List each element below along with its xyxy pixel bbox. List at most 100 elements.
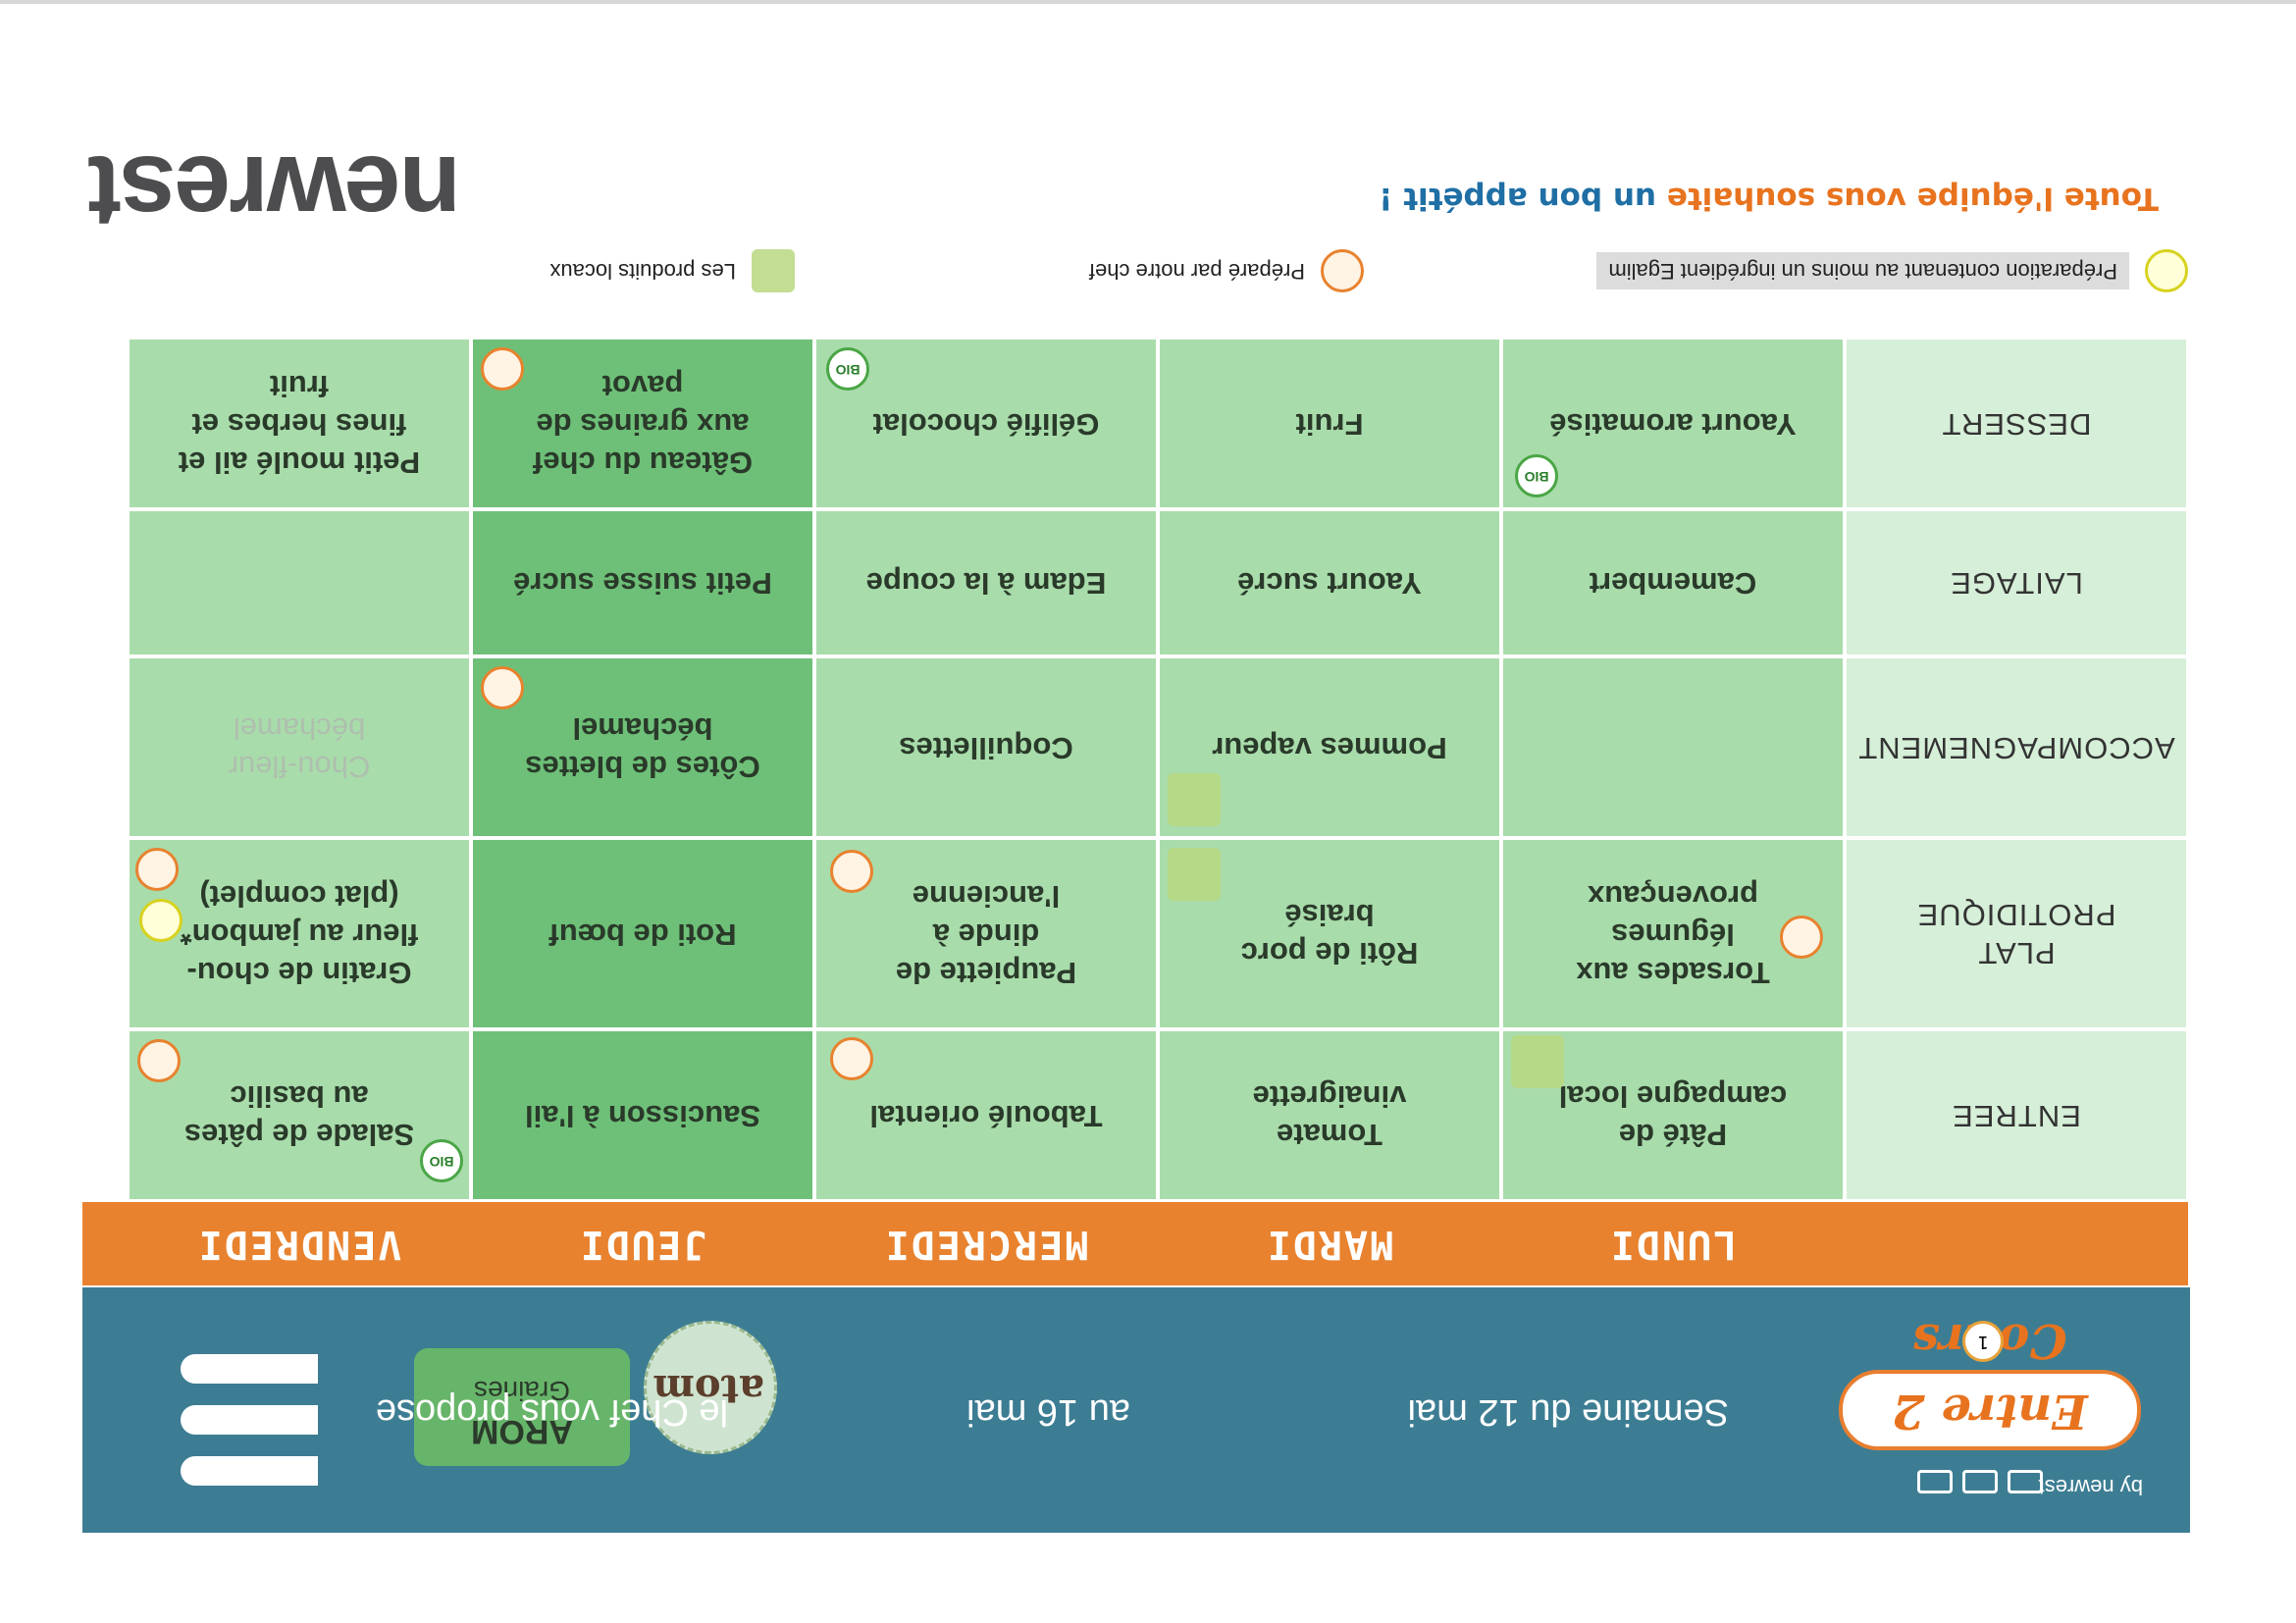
chef-made-icon <box>830 1037 873 1080</box>
legend-chef: Préparé par notre chef <box>1088 249 1364 292</box>
header-band: by newrest Entre 2 Cours 1 Semaine du 12… <box>82 1287 2190 1533</box>
entre-2-cours-logo: by newrest Entre 2 Cours 1 <box>1837 1313 2161 1499</box>
egalim-leaf-icon <box>2145 249 2188 292</box>
menu-cell-jeudi-entree: Saucisson à l'ail <box>471 1029 814 1201</box>
chef-made-icon <box>1780 916 1823 959</box>
menu-cell-jeudi-dessert: Gâteau du chef aux graines de pavot <box>471 338 814 509</box>
atom-sticker: atom <box>644 1321 777 1454</box>
appetit-message: Toute l'équipe vous souhaite un bon appé… <box>1379 181 2159 216</box>
dish-text: Coquillettes <box>899 730 1073 765</box>
menu-cell-jeudi-accompagnement: Côtes de blettes béchamel <box>471 656 814 838</box>
menu-cell-mercredi-dessert: Gélifié chocolat BIO <box>814 338 1158 509</box>
chef-made-icon <box>481 347 524 391</box>
chef-made-icon <box>481 666 524 709</box>
local-product-icon <box>1168 848 1221 901</box>
bio-icon: BIO <box>826 347 869 391</box>
brand-title: Entre 2 Cours <box>1839 1313 2141 1450</box>
legend-egalim: Préparation contenant au moins un ingréd… <box>1596 249 2188 292</box>
category-entree: ENTREE <box>1845 1029 2188 1201</box>
day-vendredi: VENDREDI <box>196 1222 402 1267</box>
day-mardi: MARDI <box>1265 1222 1394 1267</box>
dish-text: Yaourt sucré <box>1237 566 1422 602</box>
menu-cell-lundi-plat: Torsades aux légumes provençaux <box>1501 838 1845 1029</box>
menu-grid: ENTREE PLAT PROTIDIQUE ACCOMPAGNEMENT LA… <box>82 318 2188 1201</box>
dish-text: Gâteau du chef aux graines de pavot <box>533 369 753 480</box>
appetit-part-2: un bon appétit ! <box>1379 181 1657 216</box>
dish-text: Gélifié chocolat <box>872 406 1100 442</box>
dish-text: Torsades aux légumes provençaux <box>1576 879 1770 990</box>
menu-cell-mardi-laitage: Yaourt sucré <box>1158 509 1501 656</box>
dish-text: Paupiette de dinde à l'ancienne <box>895 879 1077 990</box>
dish-text: Rôti de porc braisé <box>1240 898 1419 971</box>
menu-cell-vendredi-dessert: Petit moulé ail et fines herbes et fruit <box>128 338 471 509</box>
dish-text: Edam à la coupe <box>865 566 1107 602</box>
bio-icon: BIO <box>1515 454 1558 497</box>
menu-cell-lundi-dessert: Yaourt aromatisé BIO <box>1501 338 1845 509</box>
dish-text: Roti de bœuf <box>548 916 737 952</box>
menu-cell-mercredi-accompagnement: Coquillettes <box>814 656 1158 838</box>
dish-text: Salade de pâtes au basilic <box>183 1079 415 1153</box>
category-dessert: DESSERT <box>1845 338 2188 509</box>
dish-text: Saucisson à l'ail <box>525 1098 760 1133</box>
dish-text: Côtes de blettes béchamel <box>525 711 760 785</box>
day-lundi: LUNDI <box>1608 1222 1738 1267</box>
menu-cell-jeudi-laitage: Petit suisse sucré <box>471 509 814 656</box>
week-end: au 16 mai <box>966 1391 1130 1433</box>
bio-icon: BIO <box>420 1139 463 1182</box>
menu-cell-mercredi-laitage: Edam à la coupe <box>814 509 1158 656</box>
chef-propose: le Chef vous propose <box>375 1391 728 1433</box>
newrest-logo: newrest <box>88 134 461 248</box>
kitchen-icons <box>1917 1470 2043 1493</box>
dish-text: Fruit <box>1295 406 1364 442</box>
dish-text: Gratin de chou-fleur au jambon* (plat co… <box>180 879 419 990</box>
egalim-leaf-icon <box>139 899 183 942</box>
chef-made-icon <box>135 848 179 891</box>
dish-text: Taboulé oriental <box>869 1098 1103 1133</box>
dish-text: Tomate vinaigrette <box>1252 1079 1407 1153</box>
dish-text: Chou-fleur béchamel <box>228 711 371 785</box>
day-jeudi: JEUDI <box>578 1222 707 1267</box>
chef-made-icon <box>137 1039 181 1082</box>
menu-cell-mardi-dessert: Fruit <box>1158 338 1501 509</box>
category-plat: PLAT PROTIDIQUE <box>1845 838 2188 1029</box>
week-start: Semaine du 12 mai <box>1407 1391 1729 1433</box>
menu-cell-mardi-plat: Rôti de porc braisé <box>1158 838 1501 1029</box>
menu-cell-lundi-laitage: Camembert <box>1501 509 1845 656</box>
dish-text: Pommes vapeur <box>1212 730 1447 765</box>
legend-chef-text: Préparé par notre chef <box>1088 259 1305 284</box>
menu-cell-lundi-entree: Pâté de campagne local <box>1501 1029 1845 1201</box>
legend-egalim-text: Préparation contenant au moins un ingréd… <box>1596 252 2129 289</box>
menu-cell-lundi-accompagnement <box>1501 656 1845 838</box>
dish-text: Petit suisse sucré <box>513 566 772 602</box>
brand-number: 1 <box>1962 1321 2004 1362</box>
dish-text: Pâté de campagne local <box>1558 1079 1788 1153</box>
brand-by-label: by newrest <box>2038 1475 2143 1499</box>
menu-cell-vendredi-laitage <box>128 509 471 656</box>
chef-made-icon <box>1321 249 1364 292</box>
appetit-part-1: Toute l'équipe vous souhaite <box>1666 181 2159 216</box>
category-laitage: LAITAGE <box>1845 509 2188 656</box>
menu-cell-vendredi-entree: Salade de pâtes au basilic BIO <box>128 1029 471 1201</box>
menu-cell-vendredi-plat: Gratin de chou-fleur au jambon* (plat co… <box>128 838 471 1029</box>
scan-edge <box>0 0 2296 4</box>
menu-cell-vendredi-accompagnement: Chou-fleur béchamel <box>128 656 471 838</box>
menu-cell-mardi-entree: Tomate vinaigrette <box>1158 1029 1501 1201</box>
local-product-icon <box>752 249 795 292</box>
menu-cell-mercredi-plat: Paupiette de dinde à l'ancienne <box>814 838 1158 1029</box>
legend-local-text: Les produits locaux <box>549 259 736 284</box>
menu-cell-mardi-accompagnement: Pommes vapeur <box>1158 656 1501 838</box>
category-accompagnement: ACCOMPAGNEMENT <box>1845 656 2188 838</box>
menu-cell-jeudi-plat: Roti de bœuf <box>471 838 814 1029</box>
legend-local: Les produits locaux <box>549 249 795 292</box>
stripes-logo-icon <box>181 1319 328 1486</box>
day-mercredi: MERCREDI <box>883 1222 1089 1267</box>
local-product-icon <box>1511 1035 1564 1088</box>
dish-text: Petit moulé ail et fines herbes et fruit <box>178 369 421 480</box>
dish-text: Yaourt aromatisé <box>1549 406 1797 442</box>
day-bar: LUNDI MARDI MERCREDI JEUDI VENDREDI <box>82 1202 2188 1285</box>
dish-text: Camembert <box>1589 566 1757 602</box>
chef-made-icon <box>830 850 873 893</box>
local-product-icon <box>1168 773 1221 826</box>
menu-cell-mercredi-entree: Taboulé oriental <box>814 1029 1158 1201</box>
